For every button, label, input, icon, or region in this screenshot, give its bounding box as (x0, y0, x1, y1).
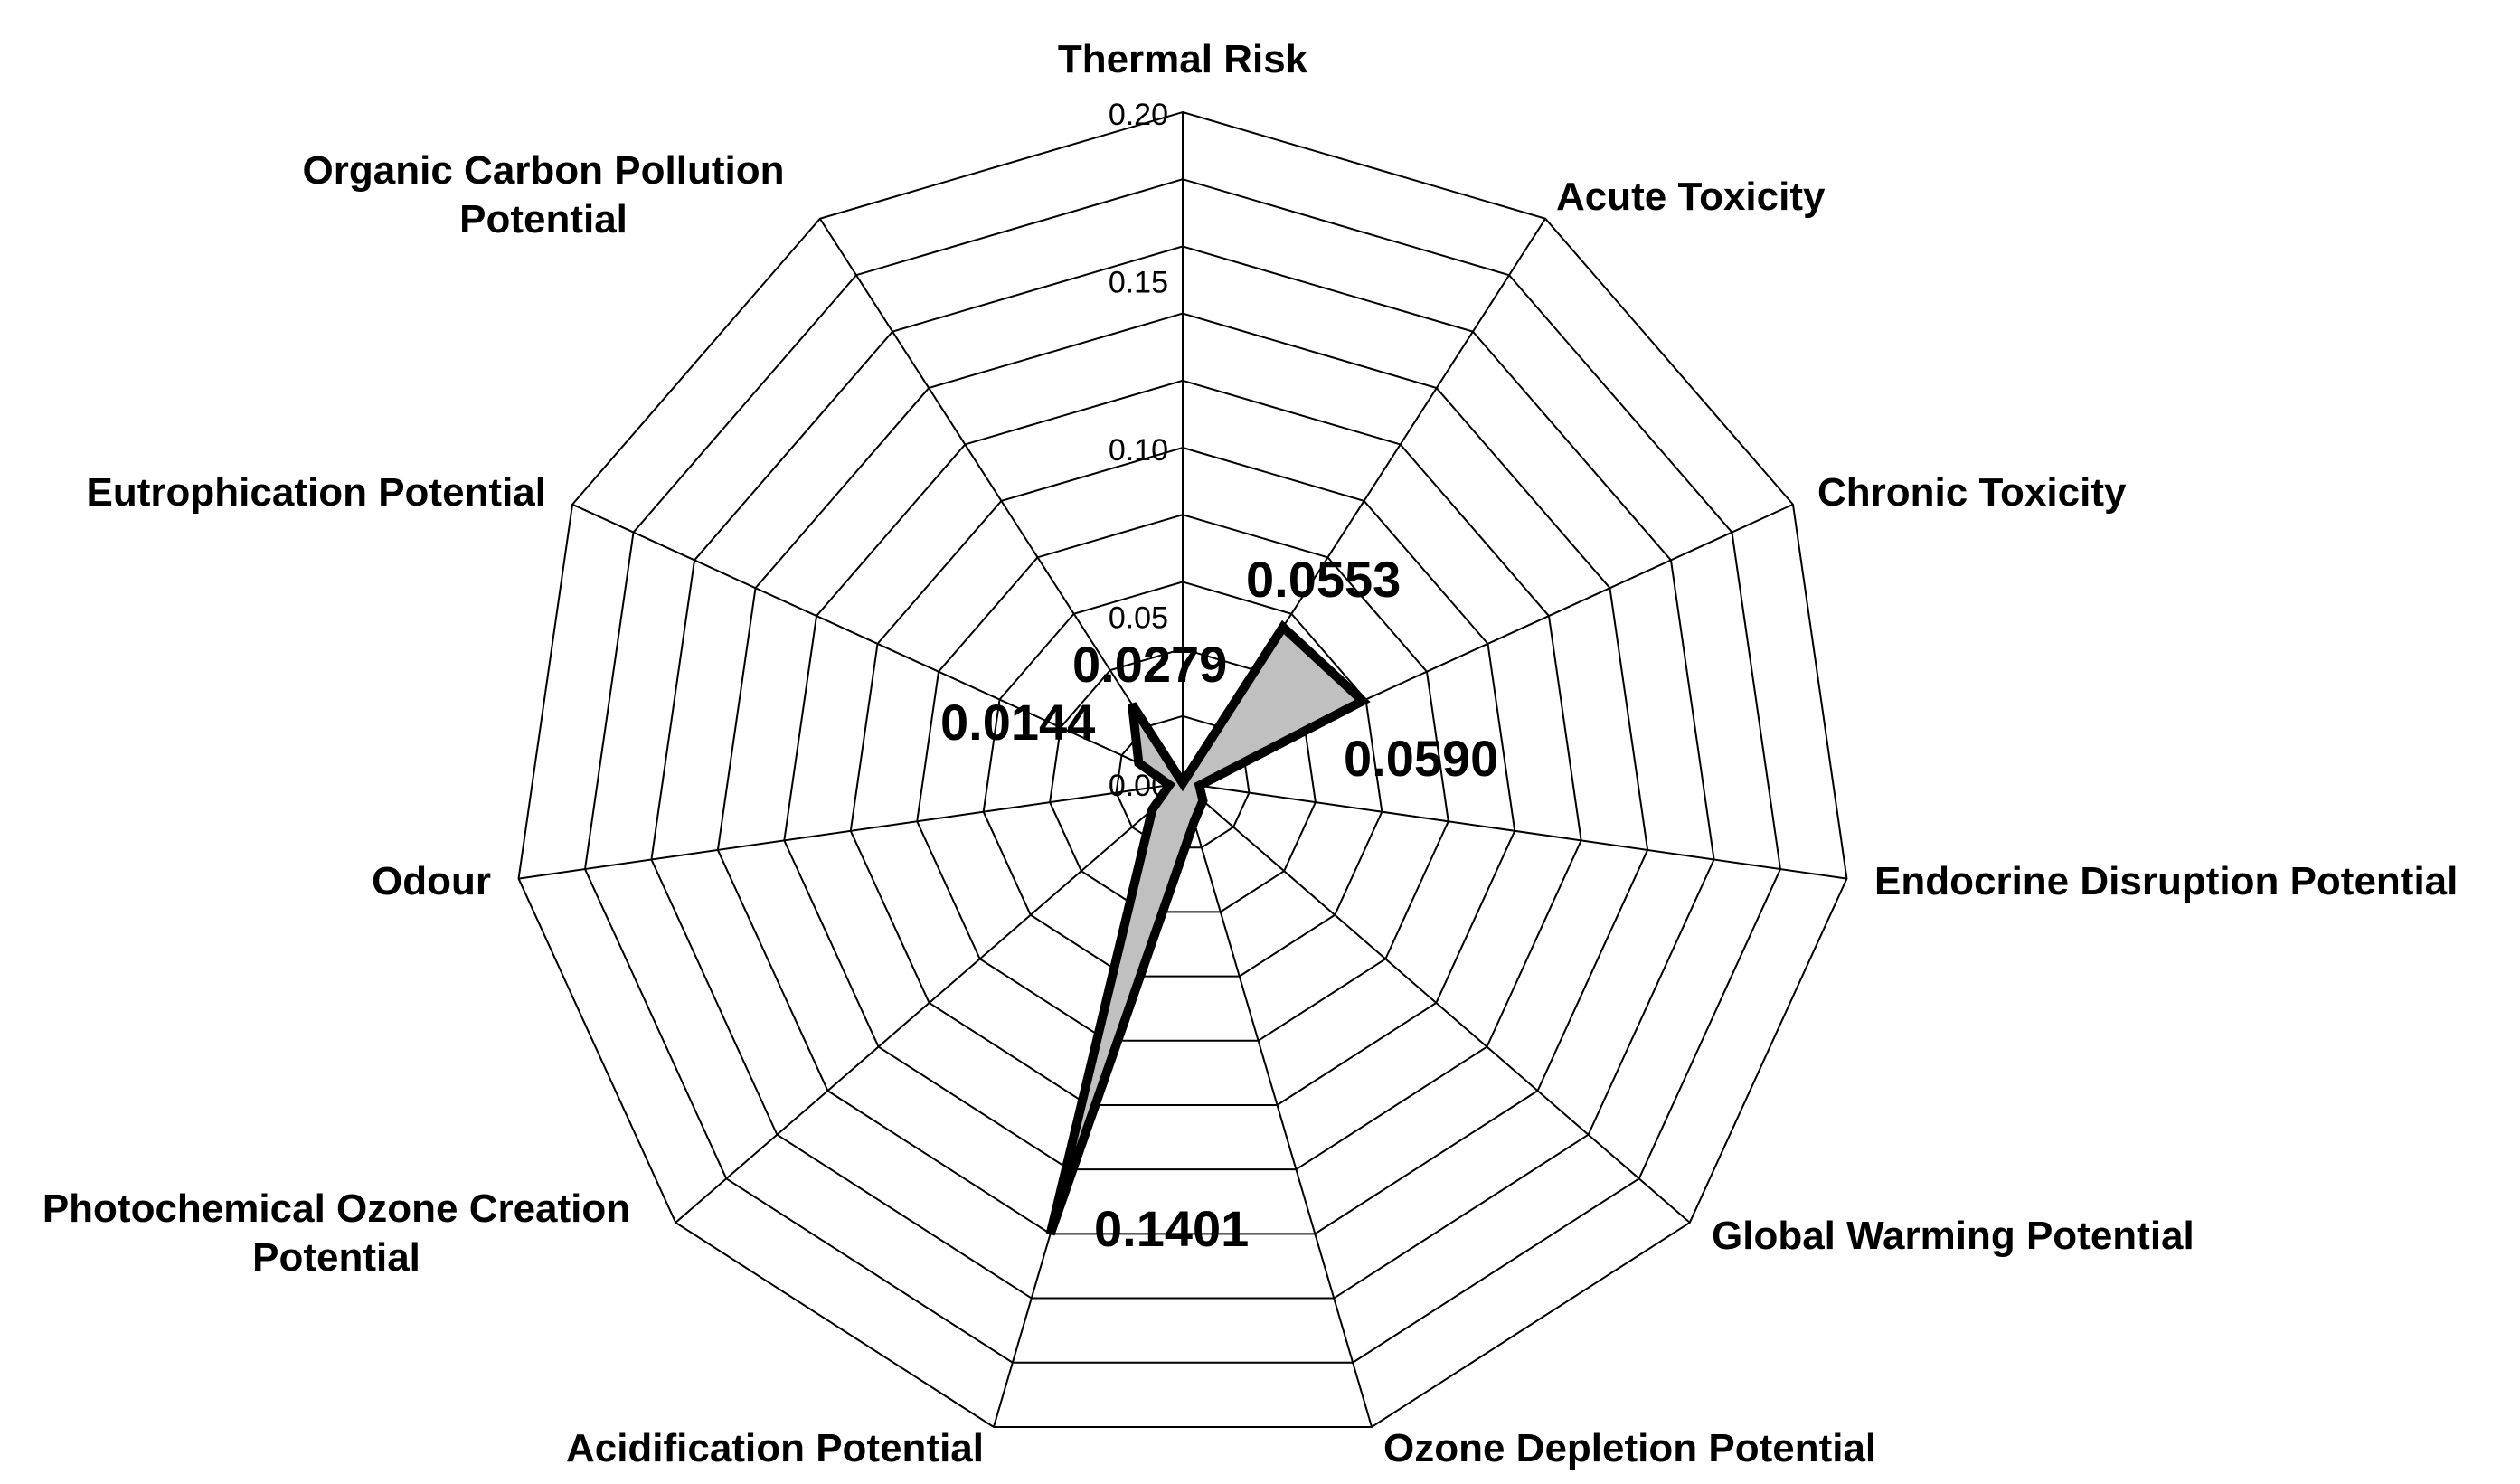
grid-ring-8 (650, 245, 1715, 1300)
grid-ring-3 (982, 581, 1383, 978)
tick-label-1: 0.05 (1109, 601, 1168, 636)
spoke-global-warming-potential (1182, 782, 1691, 1224)
spoke-photochemical-ozone-creation-potential (675, 782, 1184, 1224)
tick-label-4: 0.20 (1109, 98, 1168, 132)
category-label-photochemical-ozone-creation-potential: Photochemical Ozone Creation Potential (42, 1186, 630, 1280)
category-label-odour: Odour (372, 859, 491, 903)
data-label-eutrophication-potential: 0.0144 (940, 694, 1095, 751)
data-label-acidification-potential: 0.1401 (1094, 1200, 1249, 1257)
grid-ring-4 (916, 514, 1449, 1042)
grid-ring-7 (716, 312, 1649, 1235)
spoke-odour (518, 782, 1184, 880)
category-label-chronic-toxicity: Chronic Toxicity (1817, 470, 2127, 515)
data-label-acute-toxicity: 0.0553 (1246, 551, 1401, 608)
category-label-global-warming-potential: Global Warming Potential (1712, 1214, 2194, 1258)
spoke-ozone-depletion-potential (1182, 782, 1373, 1428)
category-label-organic-carbon-pollution-potential: Organic Carbon Pollution Potential (303, 148, 785, 241)
data-label-chronic-toxicity: 0.0590 (1344, 730, 1498, 787)
grid-ring-5 (849, 446, 1516, 1106)
grid-ring-9 (583, 178, 1782, 1364)
category-label-ozone-depletion-potential: Ozone Depletion Potential (1383, 1426, 1876, 1470)
spoke-eutrophication-potential (571, 503, 1184, 784)
grid-ring-6 (783, 379, 1582, 1171)
tick-label-3: 0.15 (1109, 266, 1168, 300)
category-label-eutrophication-potential: Eutrophication Potential (87, 470, 546, 515)
category-label-acute-toxicity: Acute Toxicity (1556, 175, 1826, 219)
category-label-acidification-potential: Acidification Potential (566, 1426, 984, 1470)
data-polygon (1045, 619, 1371, 1236)
spoke-endocrine-disruption-potential (1182, 782, 1847, 880)
spoke-organic-carbon-pollution-potential (818, 218, 1184, 784)
grid-ring-10 (517, 110, 1848, 1428)
category-label-thermal-risk: Thermal Risk (1058, 37, 1308, 81)
category-labels: Thermal Risk Acute Toxicity Chronic Toxici… (42, 37, 2459, 1470)
category-label-endocrine-disruption-potential: Endocrine Disruption Potential (1874, 859, 2458, 903)
data-series (1045, 619, 1371, 1236)
data-label-organic-carbon-pollution-potential: 0.0279 (1072, 636, 1227, 693)
tick-label-2: 0.10 (1109, 433, 1168, 468)
radial-tick-labels: 0.000.050.100.150.20 (1109, 98, 1168, 803)
